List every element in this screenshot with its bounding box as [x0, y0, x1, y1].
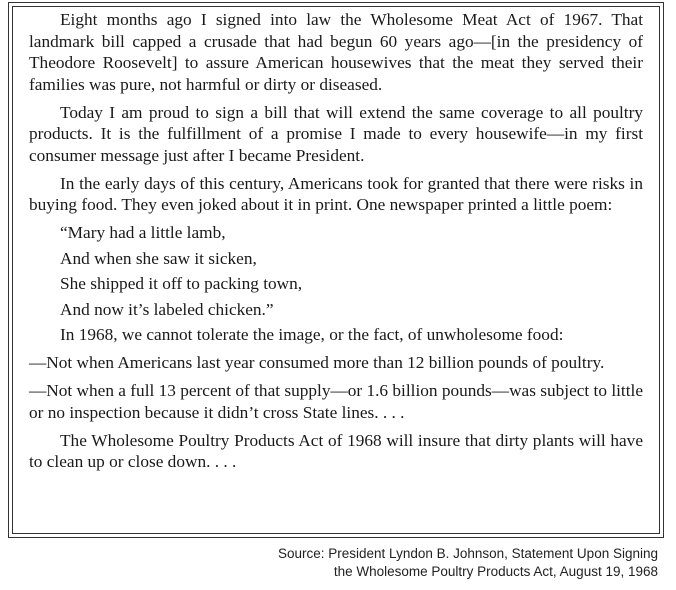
source-line: the Wholesome Poultry Products Act, Augu… [333, 564, 658, 579]
document-border-outer [8, 2, 664, 538]
paragraph-closing: The Wholesome Poultry Products Act of 19… [29, 430, 643, 472]
poem-line: And now it’s labeled chicken.” [60, 299, 274, 319]
poem-line: “Mary had a little lamb, [60, 223, 226, 242]
document-body: Eight months ago I signed into law the W… [29, 9, 643, 479]
source-citation: Source: President Lyndon B. Johnson, Sta… [278, 545, 658, 581]
poem-line: And when she saw it sicken, [60, 248, 257, 268]
paragraph-poultry-bill: Today I am proud to sign a bill that wil… [29, 102, 643, 165]
paragraph-1968: In 1968, we cannot tolerate the image, o… [60, 325, 564, 344]
dash-point-inspection: —Not when a full 13 percent of that supp… [29, 381, 643, 422]
poem-line: She shipped it off to packing town, [60, 274, 303, 293]
paragraph-meat-act: Eight months ago I signed into law the W… [29, 10, 643, 94]
document-border-inner [12, 6, 660, 534]
dash-point-consumption: —Not when Americans last year consumed m… [29, 353, 605, 372]
source-line: Source: President Lyndon B. Johnson, Sta… [278, 546, 658, 561]
paragraph-early-days: In the early days of this century, Ameri… [29, 173, 643, 215]
